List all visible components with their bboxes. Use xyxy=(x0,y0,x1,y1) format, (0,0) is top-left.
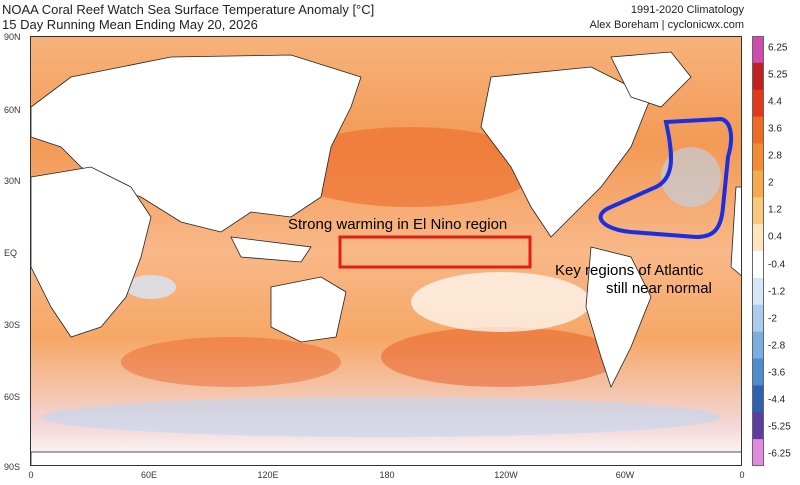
south-america-landmass xyxy=(585,246,652,389)
south-pacific-warm-anomaly xyxy=(381,327,621,387)
colorbar-swatch xyxy=(752,251,764,279)
colorbar-swatch xyxy=(752,439,764,466)
antarctica-landmass xyxy=(31,451,741,465)
colorbar-swatch xyxy=(752,331,764,359)
lon-label-120e: 120E xyxy=(257,470,279,480)
colorbar-swatch xyxy=(752,143,764,171)
lat-label-90s: 90S xyxy=(4,462,21,472)
colorbar-swatch xyxy=(752,62,764,91)
colorbar-level-label: 0.4 xyxy=(768,231,782,243)
colorbar-swatch xyxy=(752,170,764,198)
australia-landmass xyxy=(270,276,347,343)
lat-label-eq: EQ xyxy=(4,248,18,258)
atlantic-cool-spot xyxy=(661,147,721,207)
colorbar-level-label: -0.4 xyxy=(768,259,786,271)
lat-label-30s: 30S xyxy=(4,320,21,330)
colorbar-swatch xyxy=(752,89,764,118)
colorbar-swatch xyxy=(752,304,764,333)
el-nino-region-box xyxy=(338,235,532,269)
atlantic-annotation-line1: Key regions of Atlantic xyxy=(555,262,704,279)
colorbar-level-label: 6.25 xyxy=(768,42,788,54)
colorbar-swatch xyxy=(752,277,764,306)
atlantic-annotation-line2: still near normal xyxy=(606,280,712,297)
sst-anomaly-map xyxy=(30,36,742,466)
colorbar-level-label: -5.25 xyxy=(768,421,791,433)
colorbar-swatch xyxy=(752,224,764,252)
lon-label-0: 0 xyxy=(28,470,34,480)
colorbar-swatch xyxy=(752,36,764,64)
colorbar-level-label: -1.2 xyxy=(768,286,786,298)
map-subtitle: 15 Day Running Mean Ending May 20, 2026 xyxy=(2,17,258,32)
colorbar-swatch xyxy=(752,358,764,386)
colorbar-level-label: -2.8 xyxy=(768,340,786,352)
colorbar-border xyxy=(752,36,764,466)
atlantic-region-outline xyxy=(598,116,734,240)
colorbar-swatch xyxy=(752,116,764,144)
colorbar-level-label: 2 xyxy=(768,177,774,189)
lon-label-0-end: 0 xyxy=(739,470,745,480)
lat-label-30n: 30N xyxy=(4,176,21,186)
colorbar xyxy=(752,36,764,466)
greenland-landmass xyxy=(610,51,692,108)
indian-ocean-cool-spot xyxy=(126,275,176,299)
north-pacific-warm-anomaly xyxy=(281,127,541,207)
colorbar-level-label: -2 xyxy=(768,313,777,325)
el-nino-annotation: Strong warming in El Nino region xyxy=(288,216,508,233)
east-pacific-neutral-area xyxy=(411,272,591,332)
lon-label-60w: 60W xyxy=(615,470,635,480)
landmasses xyxy=(31,51,741,465)
map-canvas xyxy=(31,37,741,465)
lat-label-60s: 60S xyxy=(4,392,21,402)
map-title: NOAA Coral Reef Watch Sea Surface Temper… xyxy=(2,2,375,17)
lon-label-60e: 60E xyxy=(140,470,158,480)
colorbar-level-label: 4.4 xyxy=(768,96,782,108)
africa-landmass-east xyxy=(730,186,741,276)
colorbar-level-label: 3.6 xyxy=(768,123,782,135)
lon-label-120w: 120W xyxy=(494,470,518,480)
colorbar-level-label: 1.2 xyxy=(768,204,782,216)
southern-ocean-warm-anomaly xyxy=(121,337,341,387)
colorbar-level-label: -4.4 xyxy=(768,394,786,406)
colorbar-level-label: 5.25 xyxy=(768,69,788,81)
southern-ocean-cool-band xyxy=(41,397,721,437)
colorbar-level-label: 2.8 xyxy=(768,150,782,162)
colorbar-level-label: -3.6 xyxy=(768,367,786,379)
lat-label-60n: 60N xyxy=(4,105,21,115)
colorbar-swatch xyxy=(752,197,764,225)
colorbar-swatch xyxy=(752,385,764,413)
indonesia-landmass xyxy=(230,236,312,263)
africa-landmass xyxy=(31,166,152,338)
author-credit: Alex Boreham | cyclonicwx.com xyxy=(589,19,744,31)
lat-label-90n: 90N xyxy=(4,32,21,42)
colorbar-level-label: -6.25 xyxy=(768,448,791,460)
lon-label-180: 180 xyxy=(379,470,395,480)
colorbar-swatch xyxy=(752,412,764,440)
climatology-label: 1991-2020 Climatology xyxy=(630,4,744,16)
